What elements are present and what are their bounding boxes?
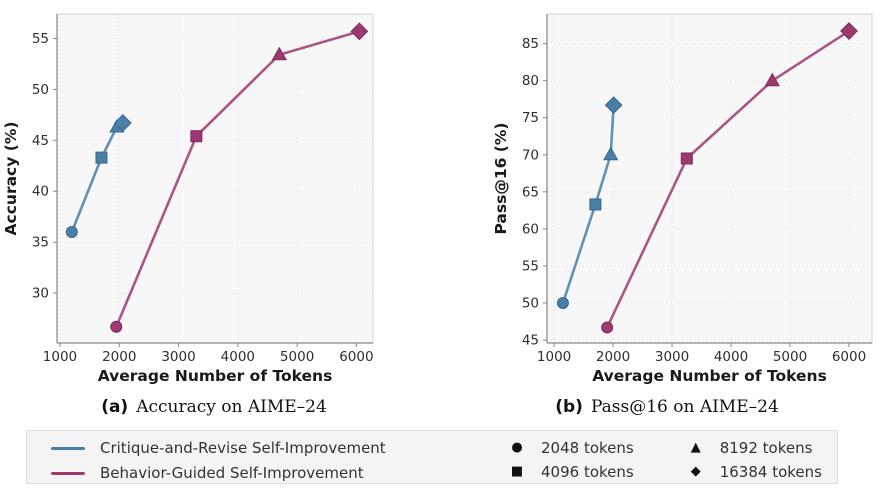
x-tick-label: 1000 xyxy=(43,349,77,365)
legend-series-column: Critique-and-Revise Self-Improvement Beh… xyxy=(51,439,386,482)
x-tick-label: 5000 xyxy=(280,349,314,365)
triangle-marker-icon: ▲ xyxy=(690,440,701,455)
critique-legend-label: Critique-and-Revise Self-Improvement xyxy=(100,439,386,457)
circle-data-marker xyxy=(65,225,78,238)
plot-area xyxy=(546,13,873,344)
square-data-marker xyxy=(680,152,693,165)
square-data-marker xyxy=(95,151,108,164)
x-axis-label: Average Number of Tokens xyxy=(592,367,827,385)
square-data-marker xyxy=(190,130,203,143)
circle-data-marker xyxy=(601,321,614,334)
y-tick-label: 85 xyxy=(522,36,539,52)
circle-data-marker xyxy=(556,296,569,309)
legend-markers-grid: ● 2048 tokens ■ 4096 tokens ▲ 8192 token… xyxy=(507,439,822,481)
y-tick-label: 45 xyxy=(522,333,539,349)
legend-label-8192: 8192 tokens xyxy=(719,439,813,457)
caption-b: (b) Pass@16 on AIME–24 xyxy=(446,397,884,417)
y-tick-label: 30 xyxy=(32,286,49,302)
x-tick-label: 4000 xyxy=(221,349,255,365)
chart-pass16: 1000 2000 3000 4000 5000 6000 45 50 55 60 65 70 75 80… xyxy=(442,0,884,417)
legend-label-16384: 16384 tokens xyxy=(719,463,822,481)
x-tick-label: 2000 xyxy=(102,349,136,365)
y-tick-label: 55 xyxy=(522,258,539,274)
plot-area xyxy=(56,13,374,344)
y-tick-label: 65 xyxy=(522,184,539,200)
caption-b-text: Pass@16 on AIME–24 xyxy=(590,397,779,417)
x-axis-label: Average Number of Tokens xyxy=(98,367,333,385)
circle-marker-icon: ● xyxy=(511,440,523,455)
diamond-data-marker xyxy=(113,114,132,132)
diamond-data-marker xyxy=(840,22,858,40)
caption-a-tag: (a) xyxy=(101,397,129,417)
x-tick-label: 4000 xyxy=(714,349,748,365)
caption-b-tag: (b) xyxy=(555,397,583,417)
x-tick-label: 6000 xyxy=(832,349,866,365)
caption-a: (a) Accuracy on AIME–24 xyxy=(0,397,435,417)
y-tick-label: 70 xyxy=(522,147,539,163)
circle-data-marker xyxy=(110,320,123,333)
behavior-line-sample xyxy=(51,471,85,475)
diamond-data-marker xyxy=(350,22,369,41)
y-tick-label: 75 xyxy=(522,110,539,126)
diamond-marker-icon: ◆ xyxy=(690,464,701,479)
chart-accuracy: 1000 2000 3000 4000 5000 6000 30 35 40 45 50 55 Aver… xyxy=(0,0,442,417)
y-tick-label: 35 xyxy=(32,235,49,251)
y-tick-label: 55 xyxy=(32,31,49,47)
series-line xyxy=(561,103,615,305)
accuracy-plot: 1000 2000 3000 4000 5000 6000 30 35 40 45 50 55 Aver… xyxy=(2,13,374,385)
y-tick-label: 40 xyxy=(32,184,49,200)
caption-a-text: Accuracy on AIME–24 xyxy=(136,397,327,417)
y-tick-label: 45 xyxy=(32,133,49,149)
charts-row: 1000 2000 3000 4000 5000 6000 30 35 40 45 50 55 Aver… xyxy=(0,0,884,417)
critique-line-sample xyxy=(51,446,85,450)
diamond-data-marker xyxy=(604,96,623,115)
legend-label-4096: 4096 tokens xyxy=(541,463,634,481)
x-tick-label: 3000 xyxy=(161,349,195,365)
x-tick-label: 2000 xyxy=(596,349,630,365)
series-line xyxy=(114,30,361,329)
legend-item-8192: ▲ 8192 tokens xyxy=(686,439,822,457)
x-tick-label: 1000 xyxy=(537,349,571,365)
series-line xyxy=(605,29,851,329)
y-tick-label: 50 xyxy=(522,295,539,311)
legend-box: Critique-and-Revise Self-Improvement Beh… xyxy=(26,430,838,484)
square-data-marker xyxy=(589,198,602,211)
y-axis-label: Pass@16 (%) xyxy=(492,122,510,234)
x-tick-label: 3000 xyxy=(655,349,689,365)
triangle-data-marker xyxy=(271,46,287,61)
legend-item-16384: ◆ 16384 tokens xyxy=(686,463,822,481)
legend-label-2048: 2048 tokens xyxy=(541,439,634,457)
x-tick-label: 5000 xyxy=(773,349,807,365)
y-tick-label: 50 xyxy=(32,82,49,98)
y-tick-label: 80 xyxy=(522,73,539,89)
y-axis-label: Accuracy (%) xyxy=(2,122,20,236)
square-marker-icon: ■ xyxy=(510,464,524,479)
legend-item-2048: ● 2048 tokens xyxy=(507,439,634,457)
y-tick-label: 60 xyxy=(522,221,539,237)
behavior-legend-label: Behavior-Guided Self-Improvement xyxy=(100,464,364,482)
pass16-plot: 1000 2000 3000 4000 5000 6000 45 50 55 60 65 70 75 80… xyxy=(492,13,873,385)
triangle-data-marker xyxy=(603,146,619,161)
triangle-data-marker xyxy=(764,72,780,87)
x-tick-label: 6000 xyxy=(339,349,373,365)
legend-item-critique: Critique-and-Revise Self-Improvement xyxy=(51,439,386,457)
legend-item-behavior: Behavior-Guided Self-Improvement xyxy=(51,464,386,482)
legend-item-4096: ■ 4096 tokens xyxy=(507,463,634,481)
